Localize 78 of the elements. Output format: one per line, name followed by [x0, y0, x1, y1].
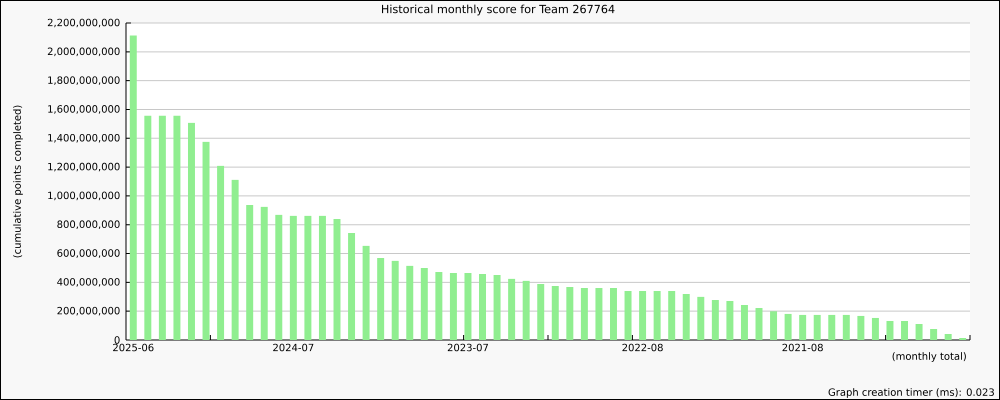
bar — [508, 278, 516, 340]
bar — [654, 291, 661, 340]
bar — [537, 284, 544, 340]
bar — [435, 272, 442, 340]
bar — [624, 291, 632, 340]
bar — [740, 304, 748, 340]
bar — [290, 216, 297, 340]
bar — [392, 260, 399, 340]
bar — [158, 116, 166, 340]
x-tick-label: 2022-08 — [622, 344, 663, 352]
x-tick-label: 2021-08 — [782, 344, 823, 352]
bar — [944, 334, 952, 340]
bar — [246, 204, 254, 340]
bar — [232, 180, 239, 340]
bar — [406, 266, 414, 340]
bar — [886, 320, 894, 340]
bar — [682, 294, 690, 340]
bar — [275, 214, 282, 340]
bar — [188, 122, 195, 340]
bar — [930, 329, 938, 340]
y-tick-label: 1,800,000,000 — [48, 76, 120, 85]
bar — [304, 216, 312, 340]
bar — [202, 142, 210, 340]
bar — [814, 314, 821, 340]
chart-title: Historical monthly score for Team 267764 — [382, 4, 614, 16]
bar — [362, 246, 370, 340]
bar — [610, 288, 617, 340]
bar — [580, 288, 588, 340]
y-tick-label: 1,200,000,000 — [48, 162, 120, 172]
text: Graph creation timer (ms): 0.023 — [828, 388, 994, 398]
y-tick-label: 1,400,000,000 — [48, 134, 120, 143]
bar — [494, 275, 501, 340]
bar — [420, 268, 428, 340]
bar — [348, 232, 356, 340]
bar — [130, 36, 137, 340]
y-tick-label: 800,000,000 — [57, 220, 120, 230]
bar — [450, 273, 457, 340]
bar — [784, 314, 792, 340]
bar — [217, 166, 224, 340]
bar — [828, 314, 836, 340]
x-axis-title: (monthly total) — [892, 352, 966, 362]
bar — [260, 206, 268, 340]
y-axis-title: (cumulative points completed) — [13, 106, 23, 258]
bar — [334, 218, 340, 340]
y-tick-label: 400,000,000 — [57, 278, 120, 287]
y-tick-label: 0 — [114, 336, 120, 344]
y-tick-label: 2,200,000,000 — [48, 18, 120, 28]
bar — [857, 316, 864, 340]
bar — [144, 116, 152, 340]
y-tick-label: 1,600,000,000 — [48, 105, 120, 114]
bar — [799, 314, 806, 340]
bar — [639, 291, 646, 340]
bar — [726, 300, 734, 340]
bar — [697, 296, 704, 340]
bar — [872, 318, 879, 340]
bar — [173, 116, 180, 340]
x-tick-label: 2024-07 — [273, 344, 314, 352]
bar — [756, 308, 762, 340]
bar — [668, 291, 676, 340]
x-tick-label: 2025-06 — [113, 344, 154, 352]
bar — [595, 288, 602, 340]
y-tick-label: 200,000,000 — [57, 306, 120, 316]
bar — [770, 311, 778, 340]
y-tick-label: 1,000,000,000 — [48, 192, 120, 200]
bar — [842, 314, 850, 340]
x-tick-label: 2023-07 — [448, 344, 488, 352]
bar — [377, 258, 384, 340]
bar — [479, 274, 486, 340]
bar — [712, 300, 719, 340]
bar — [318, 216, 326, 340]
bar — [464, 273, 472, 340]
bar — [566, 286, 574, 340]
bar — [552, 286, 559, 340]
bar — [901, 320, 908, 340]
y-tick-label: 2,000,000,000 — [48, 48, 120, 56]
bar — [522, 280, 530, 340]
bar — [916, 324, 923, 340]
y-tick-label: 600,000,000 — [57, 249, 120, 258]
